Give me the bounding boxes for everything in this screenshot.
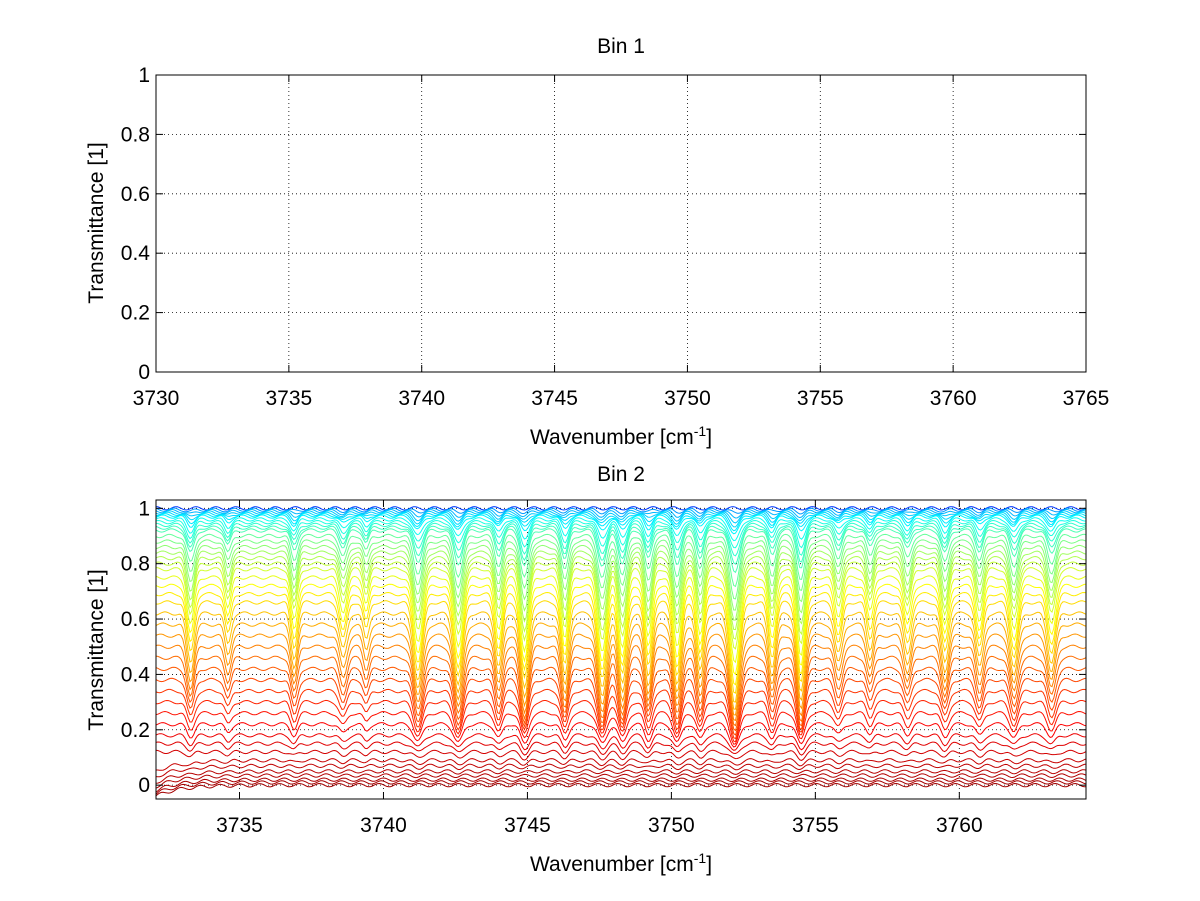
series-line (156, 583, 1086, 676)
x-tick-label: 3750 (648, 814, 695, 837)
series-line (156, 644, 1086, 722)
x-axis-label-superscript: -1 (694, 423, 707, 439)
series-line (156, 510, 1086, 524)
x-tick-label: 3765 (1063, 387, 1110, 410)
series-line (156, 517, 1086, 542)
x-tick-label: 3745 (531, 387, 578, 410)
x-tick-label: 3755 (797, 387, 844, 410)
series-group (156, 506, 1086, 797)
x-axis-label: Wavenumber [cm-1] (530, 423, 712, 449)
series-line (156, 528, 1086, 574)
series-line (156, 769, 1086, 784)
y-tick-label: 0.6 (121, 183, 150, 206)
x-axis-label-end: ] (706, 853, 712, 876)
x-tick-label: 3755 (792, 814, 839, 837)
subplot-bin-1: 3730 3735 3740 3745 3750 3755 3760 3765 0 0.2 0.4 0… (85, 35, 1109, 449)
series-line (156, 655, 1086, 727)
y-axis-label: Transmittance [1] (85, 569, 108, 730)
series-line (156, 514, 1086, 535)
x-tick-label: 3740 (360, 814, 407, 837)
series-line (156, 622, 1086, 710)
series-line (156, 773, 1086, 789)
series-line (156, 539, 1086, 600)
y-tick-label: 0.8 (121, 123, 150, 146)
plot-area (156, 75, 1086, 372)
series-line (156, 567, 1086, 650)
y-tick-label: 1 (138, 497, 150, 520)
series-line (156, 758, 1086, 771)
y-tick-label: 0.2 (121, 302, 150, 325)
x-axis-label-text: Wavenumber [cm (530, 853, 694, 876)
x-tick-label: 3735 (265, 387, 312, 410)
series-line (156, 591, 1086, 686)
y-axis-label: Transmittance [1] (85, 142, 108, 303)
chart-title: Bin 2 (597, 463, 645, 486)
ticks: 3730 3735 3740 3745 3750 3755 3760 3765 0 0.2 0.4 0… (121, 64, 1110, 410)
series-line (156, 525, 1086, 565)
series-line (156, 575, 1086, 664)
y-tick-label: 0.4 (121, 663, 151, 686)
axes-box (155, 74, 1087, 373)
x-tick-label: 3735 (216, 814, 263, 837)
series-line (156, 507, 1086, 515)
series-line (156, 722, 1086, 748)
series-line (156, 749, 1086, 761)
series-line (156, 519, 1086, 549)
series-line (156, 733, 1086, 751)
subplot-bin-2: 3735 3740 3745 3750 3755 3760 0 0.2 0.4 0.6 0.8 1 B… (85, 463, 1087, 876)
series-line (156, 513, 1086, 532)
series-line (156, 633, 1086, 716)
series-line (156, 763, 1086, 778)
series-line (156, 600, 1086, 694)
series-line (156, 508, 1086, 519)
x-axis-label-end: ] (706, 426, 712, 449)
series-line (156, 544, 1086, 611)
y-tick-label: 0.4 (121, 242, 151, 265)
series-line (156, 741, 1086, 756)
series-line (156, 688, 1086, 740)
series-line (156, 533, 1086, 588)
series-line (156, 699, 1086, 743)
y-tick-label: 0.6 (121, 608, 150, 631)
y-tick-label: 1 (138, 64, 150, 87)
ticks: 3735 3740 3745 3750 3755 3760 0 0.2 0.4 0.6 0.8 1 (121, 497, 1086, 837)
x-axis-label-superscript: -1 (694, 850, 707, 866)
chart-title: Bin 1 (597, 35, 645, 58)
y-tick-label: 0.2 (121, 719, 150, 742)
x-tick-label: 3730 (133, 387, 180, 410)
series-line (156, 677, 1086, 736)
series-line (156, 550, 1086, 621)
series-line (156, 555, 1086, 631)
x-axis-label: Wavenumber [cm-1] (530, 850, 712, 876)
y-tick-label: 0 (138, 361, 150, 384)
series-line (156, 511, 1086, 528)
x-tick-label: 3760 (930, 387, 977, 410)
series-line (156, 710, 1086, 745)
axes-box (155, 499, 1087, 800)
y-tick-label: 0 (138, 774, 150, 797)
x-tick-label: 3745 (504, 814, 551, 837)
series-line (156, 782, 1086, 797)
series-line (156, 561, 1086, 640)
series-line (156, 611, 1086, 703)
series-line (156, 522, 1086, 557)
series-line (156, 666, 1086, 732)
x-axis-label-text: Wavenumber [cm (530, 426, 694, 449)
x-tick-label: 3760 (936, 814, 983, 837)
x-tick-label: 3750 (664, 387, 711, 410)
series-line (156, 777, 1086, 793)
y-tick-label: 0.8 (121, 553, 150, 576)
series-line (156, 780, 1086, 795)
x-tick-label: 3740 (398, 387, 445, 410)
